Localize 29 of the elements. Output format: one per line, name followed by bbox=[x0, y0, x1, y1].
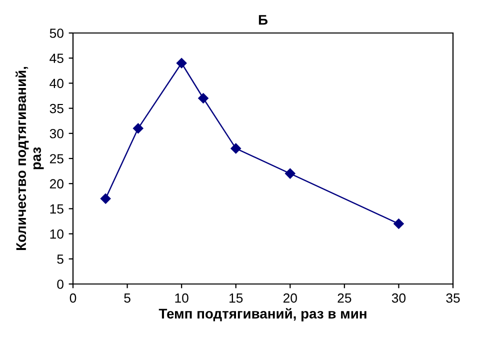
y-tick-label: 30 bbox=[50, 128, 64, 138]
y-tick-label: 35 bbox=[50, 104, 64, 114]
point bbox=[198, 93, 208, 104]
x-tick-label: 10 bbox=[175, 293, 188, 303]
point bbox=[100, 194, 111, 204]
x-tick-label: 20 bbox=[283, 293, 297, 303]
y-tick-label: 40 bbox=[50, 78, 64, 88]
point bbox=[230, 143, 241, 154]
x-tick-label: 5 bbox=[124, 294, 130, 303]
y-tick-label: 10 bbox=[50, 229, 64, 239]
chart-title: Б bbox=[258, 15, 268, 25]
x-tick-label: 35 bbox=[446, 293, 460, 303]
x-tick-label: 30 bbox=[392, 293, 406, 303]
y-tick-label: 5 bbox=[57, 254, 64, 264]
y-tick-label: 50 bbox=[50, 28, 64, 38]
y-tick-label: 0 bbox=[57, 280, 64, 289]
point bbox=[133, 123, 144, 134]
x-axis-title: Темп подтягиваний, раз в мин bbox=[158, 308, 366, 322]
point bbox=[285, 168, 296, 179]
x-tick-label: 0 bbox=[70, 293, 76, 303]
point bbox=[394, 218, 404, 229]
x-tick-label: 25 bbox=[338, 293, 352, 303]
y-tick-label: 25 bbox=[50, 154, 64, 164]
point bbox=[176, 58, 187, 68]
y-tick-label: 15 bbox=[50, 204, 64, 214]
y-tick-label: 20 bbox=[50, 179, 64, 189]
x-tick-label: 15 bbox=[230, 294, 243, 303]
y-tick-label: 45 bbox=[50, 54, 64, 64]
y-axis-title: Количество подтягиваний, раз bbox=[16, 66, 44, 250]
